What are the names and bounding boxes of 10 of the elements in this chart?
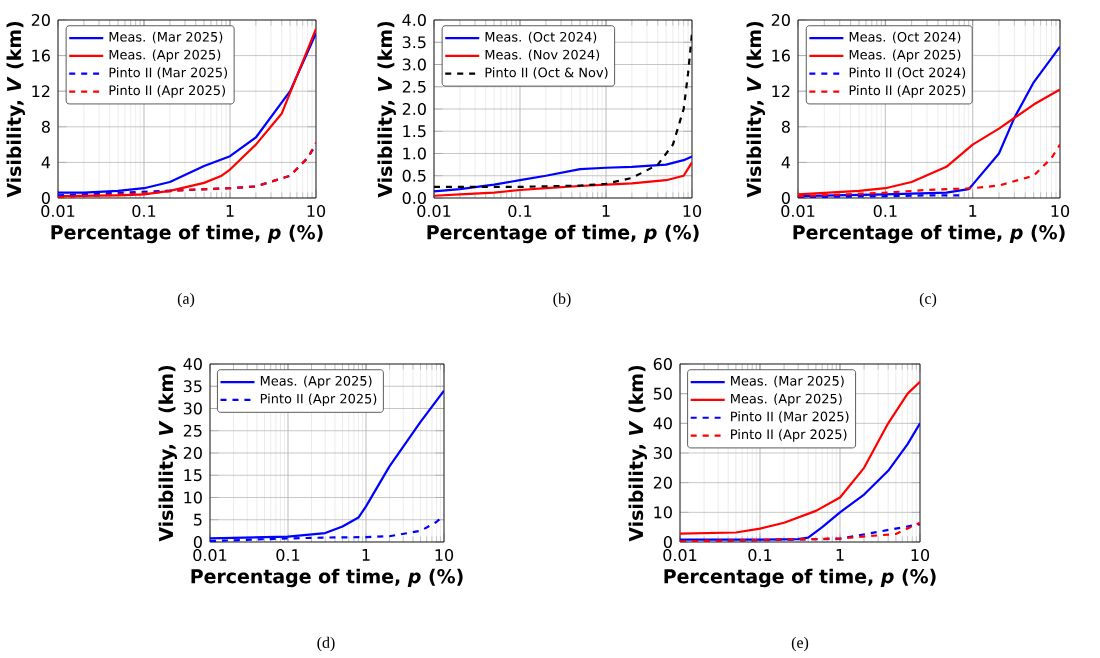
y-axis-title: Visibility, V (km) bbox=[746, 21, 766, 198]
x-axis-title: Percentage of time, p (%) bbox=[793, 224, 1065, 244]
y-axis-title: Visibility, V (km) bbox=[6, 21, 25, 198]
y-axis-title: Visibility, V (km) bbox=[158, 365, 177, 542]
y-axis-title: Visibility, V (km) bbox=[628, 365, 648, 542]
x-axis-title: Percentage of time, p (%) bbox=[427, 224, 699, 244]
x-axis-title: Percentage of time, p (%) bbox=[191, 568, 463, 588]
y-axis-title: Visibility, V (km) bbox=[377, 21, 396, 198]
x-axis-title: Percentage of time, p (%) bbox=[664, 568, 936, 588]
x-axis-title: Percentage of time, p (%) bbox=[51, 224, 323, 244]
